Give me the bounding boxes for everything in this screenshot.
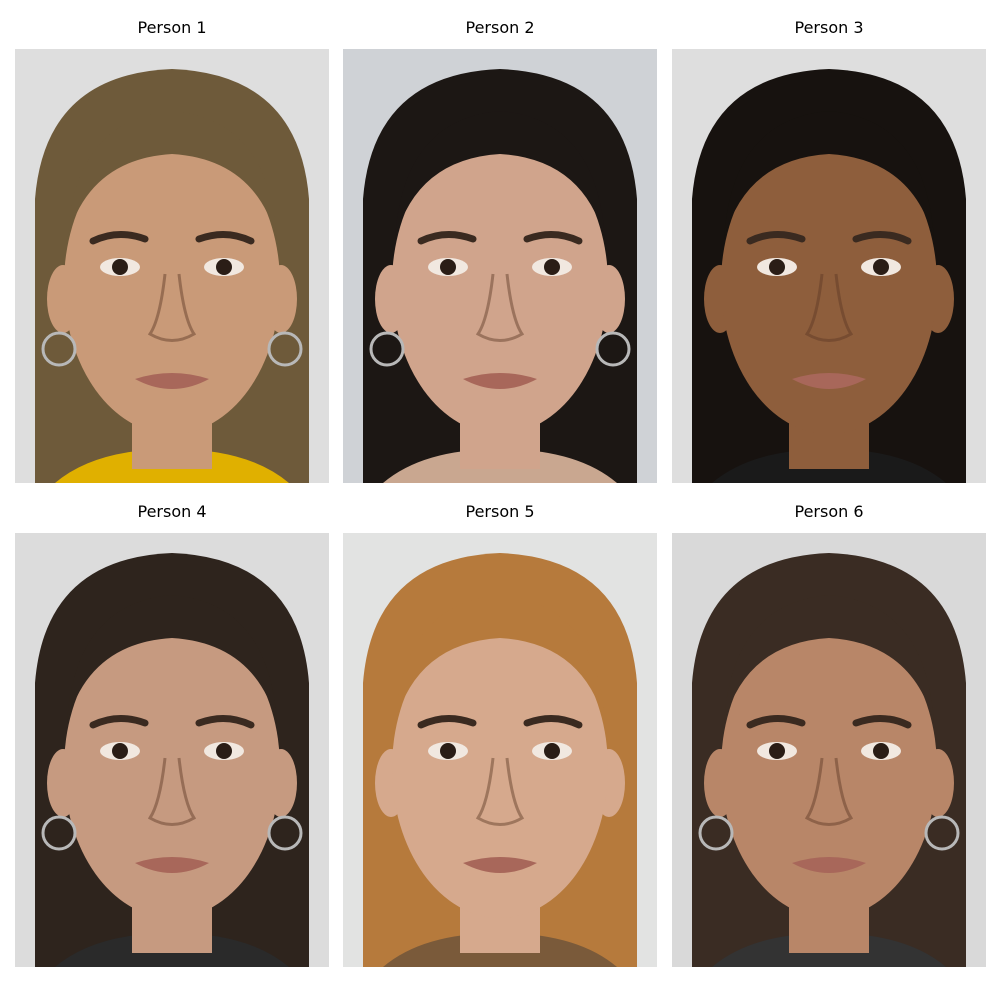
left-iris — [440, 259, 456, 275]
left-eyebrow — [746, 231, 806, 245]
right-eyebrow — [523, 231, 583, 245]
right-eyebrow — [852, 715, 912, 729]
left-iris — [769, 743, 785, 759]
face-photo — [15, 533, 329, 967]
right-eyebrow — [852, 231, 912, 245]
face — [392, 618, 608, 918]
face-photo — [672, 49, 986, 483]
nose — [475, 757, 525, 826]
nose — [804, 757, 854, 826]
mouth — [463, 373, 537, 389]
mouth — [135, 857, 209, 873]
face-illustration — [343, 533, 657, 967]
left-eyebrow — [417, 715, 477, 729]
hair-front — [724, 595, 934, 723]
right-eyebrow — [523, 715, 583, 729]
face-illustration — [15, 533, 329, 967]
left-earring — [41, 331, 77, 367]
nose — [147, 273, 197, 342]
right-iris — [873, 743, 889, 759]
face — [721, 134, 937, 434]
face-photo — [672, 533, 986, 967]
left-eyebrow — [417, 231, 477, 245]
face — [721, 618, 937, 918]
hair-front — [395, 595, 605, 723]
hair-front — [395, 111, 605, 239]
face-photo — [343, 533, 657, 967]
panel-title: Person 3 — [794, 18, 864, 37]
left-iris — [440, 743, 456, 759]
hair-front — [67, 595, 277, 723]
hair-front — [67, 111, 277, 239]
face-photo — [343, 49, 657, 483]
mouth — [792, 857, 866, 873]
nose — [804, 273, 854, 342]
face-illustration — [15, 49, 329, 483]
right-eyebrow — [195, 231, 255, 245]
panel-title: Person 1 — [137, 18, 207, 37]
right-eyebrow — [195, 715, 255, 729]
hair-front — [724, 111, 934, 239]
right-iris — [544, 259, 560, 275]
face — [392, 134, 608, 434]
mouth — [463, 857, 537, 873]
panel-title: Person 6 — [794, 502, 864, 521]
left-eyebrow — [89, 231, 149, 245]
left-earring — [41, 815, 77, 851]
panel-title: Person 4 — [137, 502, 207, 521]
right-iris — [216, 743, 232, 759]
left-earring — [698, 815, 734, 851]
face-illustration — [672, 533, 986, 967]
face — [64, 134, 280, 434]
face-illustration — [672, 49, 986, 483]
right-earring — [924, 815, 960, 851]
left-earring — [369, 331, 405, 367]
panel-title: Person 5 — [465, 502, 535, 521]
face — [64, 618, 280, 918]
right-iris — [544, 743, 560, 759]
right-earring — [267, 815, 303, 851]
left-iris — [769, 259, 785, 275]
left-eyebrow — [746, 715, 806, 729]
nose — [147, 757, 197, 826]
mouth — [792, 373, 866, 389]
right-iris — [216, 259, 232, 275]
right-earring — [267, 331, 303, 367]
mouth — [135, 373, 209, 389]
nose — [475, 273, 525, 342]
left-eyebrow — [89, 715, 149, 729]
face-illustration — [343, 49, 657, 483]
right-earring — [595, 331, 631, 367]
left-iris — [112, 259, 128, 275]
panel-title: Person 2 — [465, 18, 535, 37]
right-iris — [873, 259, 889, 275]
left-iris — [112, 743, 128, 759]
face-photo — [15, 49, 329, 483]
